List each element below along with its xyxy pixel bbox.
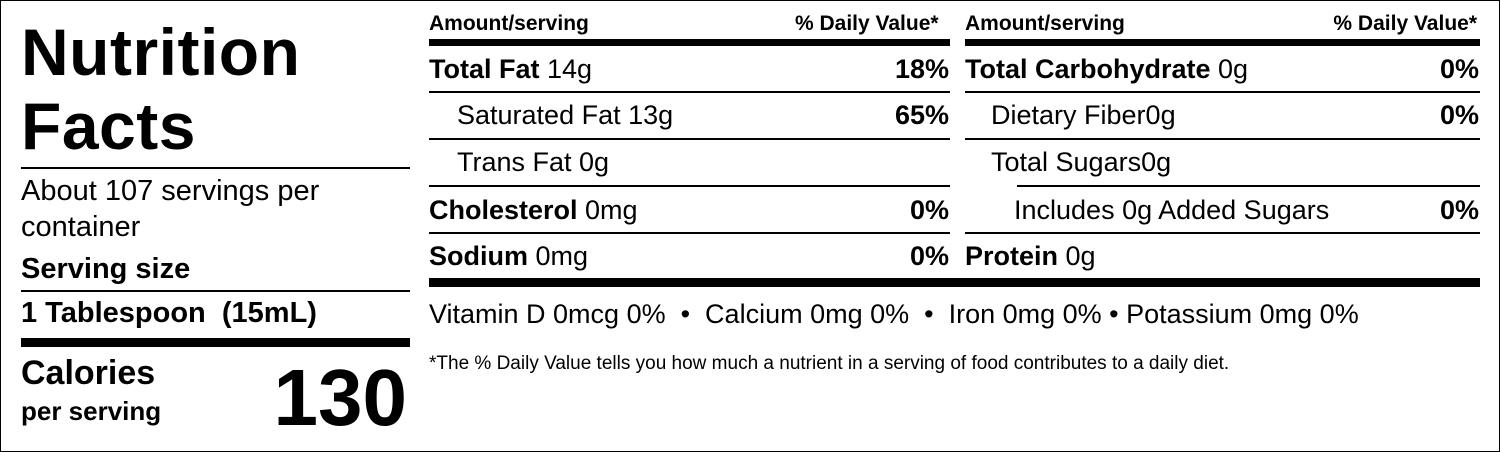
divider [21,167,410,169]
nutrient-row: Saturated Fat 13g [457,97,673,133]
serving-size-value: 1 Tablespoon (15mL) [21,297,317,329]
divider [965,91,1480,93]
nutrient-dv: 18% [894,54,949,84]
servings-per-container: About 107 servings per container [21,175,320,243]
dv-header-right: % Daily Value* [1333,12,1477,35]
nutrient-amount: 0g [1145,100,1176,130]
divider [429,138,950,140]
nutrient-name: Total Sugars [991,147,1142,177]
calories-sublabel: per serving [21,396,162,426]
thick-divider [429,278,1480,287]
nutrient-name: Total Carbohydrate [965,54,1211,84]
nutrient-amount: 0g [571,147,610,177]
nutrient-row: Sodium 0mg [429,238,588,274]
nutrient-amount: 0g [1210,54,1249,84]
nutrient-name: Trans Fat [457,147,572,177]
divider [21,290,410,292]
calories-label: Calories [21,354,156,392]
nutrient-dv: 0% [909,195,949,225]
amount-header-left: Amount/serving [429,12,589,35]
nutrient-amount: 0g [1058,241,1096,271]
nutrient-row: Total Carbohydrate 0g [965,51,1248,87]
nutrient-amount: 0g [1141,147,1172,177]
nutrient-row: Protein 0g [965,238,1096,274]
nutrient-dv: 0% [909,241,949,271]
calories-value: 130 [273,353,407,442]
nutrient-name: Protein [965,241,1059,271]
nutrient-row: Total Fat 14g [429,51,592,87]
nutrient-name: Sodium [429,241,528,271]
nutrient-row: Cholesterol 0mg [429,192,638,228]
divider [1017,185,1480,187]
amount-header-right: Amount/serving [965,12,1125,35]
label-title: Nutrition [21,15,300,89]
vitamins-line: Vitamin D 0mcg 0% • Calcium 0mg 0% • Iro… [429,299,1359,329]
nutrient-dv: 0% [1439,100,1479,130]
nutrient-dv: 0% [1439,195,1479,225]
nutrient-row: Total Sugars0g [991,144,1171,180]
nutrient-name: Dietary Fiber [991,100,1146,130]
dv-header-left: % Daily Value* [795,12,939,35]
serving-size-label: Serving size [21,253,191,285]
divider [429,91,950,93]
thick-divider [429,39,950,46]
nutrient-name: Saturated Fat [457,100,621,130]
nutrient-name: Includes 0g Added Sugars [1014,195,1330,225]
divider [429,185,950,187]
nutrient-dv: 0% [1439,54,1479,84]
nutrient-name: Total Fat [429,54,540,84]
divider [429,232,950,234]
nutrient-amount: 0mg [577,195,638,225]
nutrient-dv: 65% [894,100,949,130]
divider [965,232,1480,234]
nutrient-row: Includes 0g Added Sugars [1014,192,1329,228]
daily-value-footnote: *The % Daily Value tells you how much a … [429,353,1230,374]
nutrient-name: Cholesterol [429,195,578,225]
thick-divider [21,338,410,347]
label-title-2: Facts [21,89,196,163]
nutrient-amount: 13g [620,100,674,130]
nutrient-amount: 14g [539,54,593,84]
title-line: Nutrition [21,15,301,89]
nutrient-row: Dietary Fiber0g [991,97,1176,133]
thick-divider [965,39,1480,46]
nutrient-row: Trans Fat 0g [457,144,609,180]
divider [965,138,1480,140]
nutrient-amount: 0mg [528,241,589,271]
